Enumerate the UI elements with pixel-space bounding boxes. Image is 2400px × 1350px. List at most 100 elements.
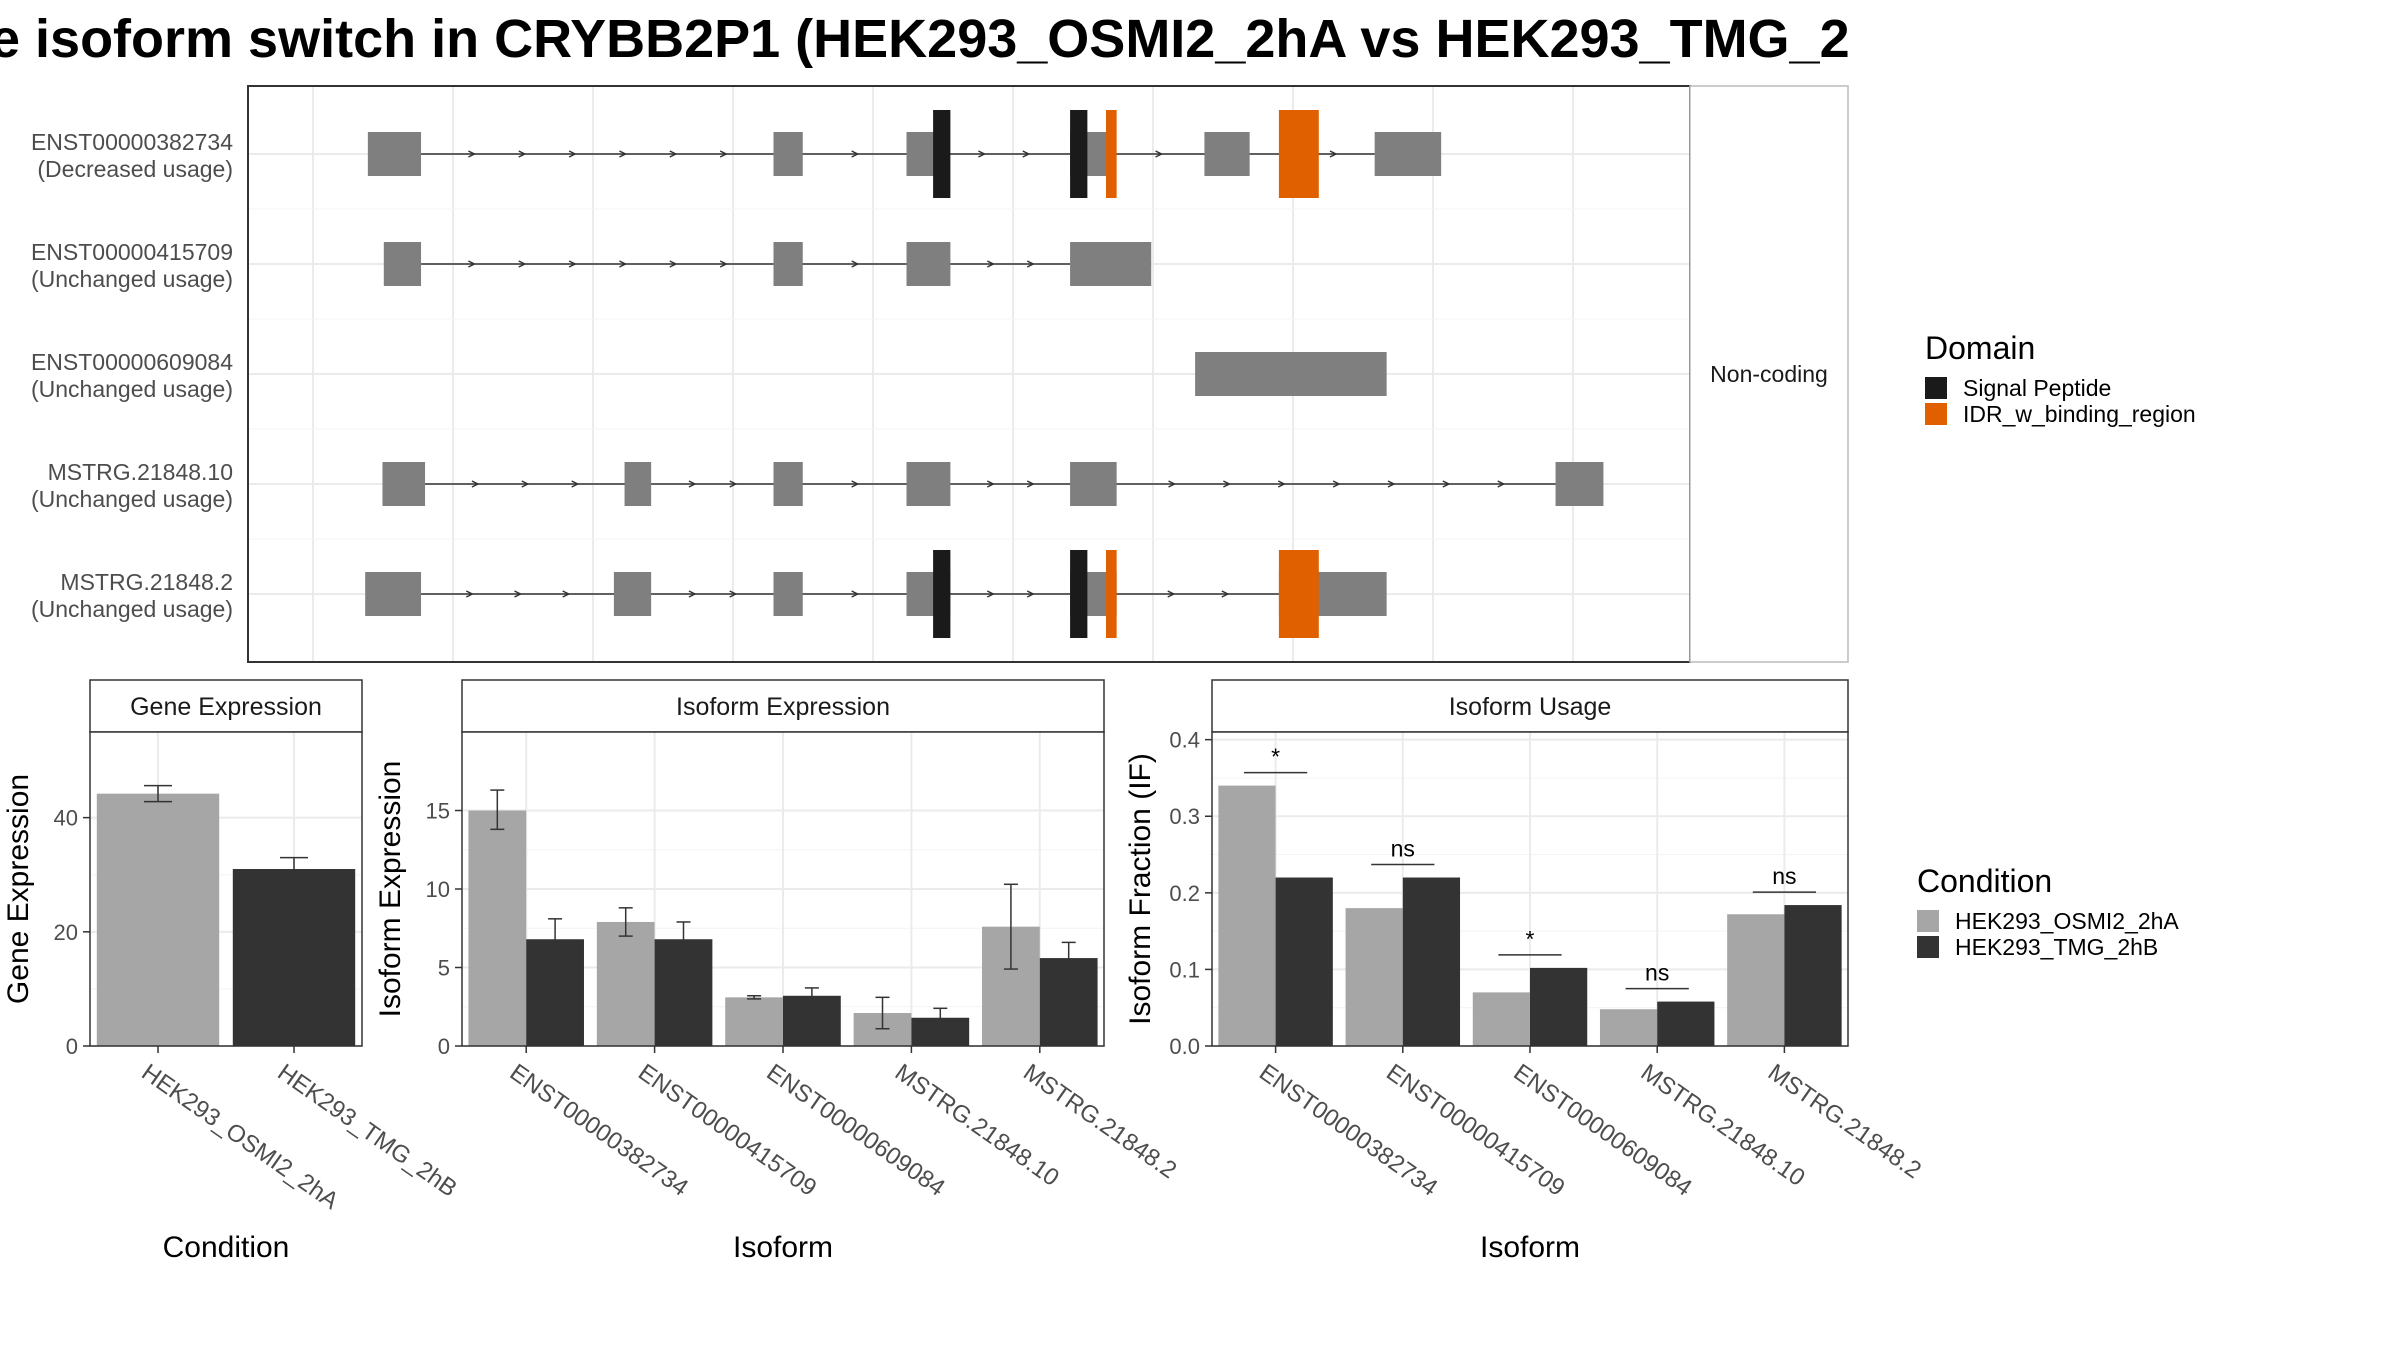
idr-domain <box>1106 110 1117 198</box>
y-tick-label: 15 <box>426 799 450 824</box>
bar <box>1402 877 1461 1046</box>
exon-block <box>1070 462 1117 506</box>
domain-legend-swatch <box>1925 377 1947 399</box>
panel-0-border <box>89 731 363 1047</box>
exon-block <box>365 572 422 616</box>
idr-domain <box>1278 550 1319 638</box>
intron-arrow <box>688 480 697 488</box>
x-axis-title: Condition <box>163 1231 290 1264</box>
intron-arrow <box>1026 260 1035 268</box>
coding-strip-label: Non-coding <box>1710 361 1828 387</box>
intron-arrow <box>851 480 860 488</box>
intron-arrow <box>1223 480 1232 488</box>
exon-block <box>1374 132 1442 176</box>
intron-arrow <box>851 150 860 158</box>
y-tick-label: 0.0 <box>1169 1034 1200 1059</box>
signal-peptide-domain <box>1070 550 1088 638</box>
domain-legend-swatch <box>1925 403 1947 425</box>
intron-arrow <box>518 150 527 158</box>
intron-arrow <box>729 590 738 598</box>
bar <box>1784 905 1842 1046</box>
y-axis-title: Isoform Expression <box>374 761 407 1018</box>
intron-arrow <box>729 480 738 488</box>
intron-arrow <box>465 590 474 598</box>
bar <box>1472 992 1530 1046</box>
bar <box>596 921 655 1046</box>
intron-arrow <box>1329 150 1338 158</box>
exon-block <box>1204 132 1250 176</box>
bar <box>1218 785 1276 1046</box>
significance-label: ns <box>1645 960 1669 986</box>
intron-arrow <box>1332 480 1341 488</box>
y-tick-label: 0.1 <box>1169 957 1200 982</box>
condition-legend-swatch <box>1917 910 1939 932</box>
transcript-usage-label: (Unchanged usage) <box>31 266 233 292</box>
exon-block <box>382 462 426 506</box>
transcript-usage-label: (Unchanged usage) <box>31 596 233 622</box>
x-axis-title: Isoform <box>1480 1231 1580 1264</box>
y-tick-label: 20 <box>54 920 78 945</box>
intron-arrow <box>619 150 628 158</box>
exon-block <box>906 462 951 506</box>
signal-peptide-domain <box>1070 110 1088 198</box>
exon-block <box>906 242 951 286</box>
transcript-name-label: ENST00000415709 <box>31 239 233 265</box>
bar <box>468 810 527 1046</box>
transcript-name-label: MSTRG.21848.2 <box>60 569 233 595</box>
intron-arrow <box>1026 480 1035 488</box>
domain-legend-label: IDR_w_binding_region <box>1963 401 2196 427</box>
panel-0-strip <box>89 679 363 733</box>
exon-block <box>906 132 938 176</box>
intron-arrow <box>1167 590 1176 598</box>
bar <box>1657 1001 1715 1046</box>
intron-arrow <box>514 590 523 598</box>
panel-1-strip <box>461 679 1105 733</box>
intron-arrow <box>1387 480 1396 488</box>
idr-domain <box>1278 110 1319 198</box>
bar <box>96 793 220 1046</box>
intron-arrow <box>568 260 577 268</box>
intron-arrow <box>719 150 728 158</box>
structure-strip <box>1689 85 1849 663</box>
intron-arrow <box>468 150 477 158</box>
intron-arrow <box>518 260 527 268</box>
intron-arrow <box>669 150 678 158</box>
y-tick-label: 0.2 <box>1169 881 1200 906</box>
intron-arrow <box>978 150 987 158</box>
y-axis-title: Gene Expression <box>2 774 35 1004</box>
exon-block <box>1555 462 1604 506</box>
intron-arrow <box>1442 480 1451 488</box>
chart-title: Isoform Expression <box>676 693 890 721</box>
panel-2-strip <box>1211 679 1849 733</box>
intron-arrow <box>1221 590 1230 598</box>
intron-arrow <box>562 590 571 598</box>
exon-block <box>773 242 803 286</box>
transcript-usage-label: (Decreased usage) <box>37 156 233 182</box>
bar <box>725 997 783 1046</box>
y-tick-label: 40 <box>54 806 78 831</box>
intron-arrow <box>1022 150 1031 158</box>
intron-arrow <box>719 260 728 268</box>
y-tick-label: 0 <box>438 1034 450 1059</box>
chart-title: Isoform Usage <box>1449 693 1612 721</box>
intron-arrow <box>468 260 477 268</box>
intron-arrow <box>688 590 697 598</box>
exon-block <box>383 242 422 286</box>
intron-arrow <box>986 590 995 598</box>
x-axis-title: Isoform <box>733 1231 833 1264</box>
exon-block <box>624 462 652 506</box>
y-tick-label: 10 <box>426 877 450 902</box>
condition-legend-label: HEK293_TMG_2hB <box>1955 934 2158 960</box>
significance-label: * <box>1526 926 1535 952</box>
bar <box>1599 1009 1658 1046</box>
plot-title: e isoform switch in CRYBB2P1 (HEK293_OSM… <box>0 9 1850 69</box>
idr-domain <box>1106 550 1117 638</box>
exon-block <box>1195 352 1387 396</box>
intron-arrow <box>986 260 995 268</box>
intron-arrow <box>851 590 860 598</box>
exon-block <box>367 132 422 176</box>
y-tick-label: 0.4 <box>1169 728 1200 753</box>
condition-legend-title: Condition <box>1917 863 2052 899</box>
significance-label: ns <box>1772 863 1796 889</box>
intron-arrow <box>986 480 995 488</box>
